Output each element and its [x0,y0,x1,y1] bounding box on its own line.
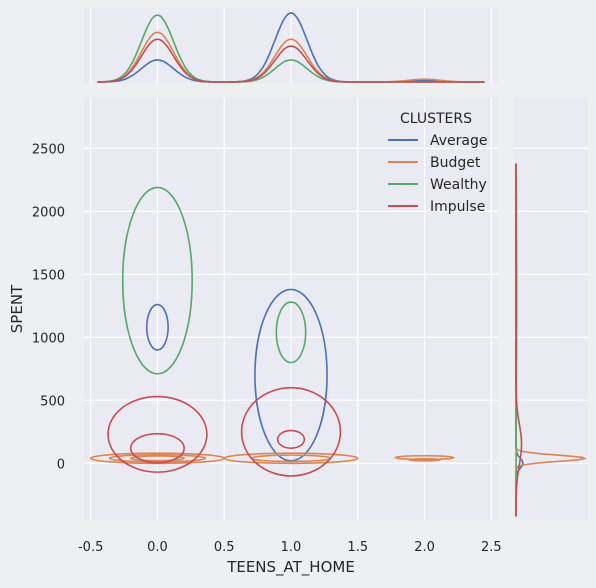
right-marginal-kde [515,163,587,517]
legend-label-budget: Budget [430,155,481,171]
y-tick-label: 0 [57,457,65,472]
legend-label-average: Average [430,133,488,149]
contour-impulse [107,395,208,473]
contour-impulse [240,386,342,477]
contour-budget [129,455,185,462]
legend-label-wealthy: Wealthy [430,177,487,193]
y-tick-label: 1500 [32,268,65,283]
legend-title: CLUSTERS [400,111,472,127]
contour-impulse [129,432,185,464]
marginal-x-average [97,12,485,83]
x-tick-label: -0.5 [78,540,103,555]
contour-wealthy [121,186,193,375]
x-tick-label: 1.0 [281,540,302,555]
top-marginal-kde [97,12,485,83]
marginal-x-impulse [97,38,485,83]
tick-labels: -0.5 0.0 0.5 1.0 1.5 2.0 2.5 0 500 1000 1500 2000 25… [32,142,502,555]
y-tick-label: 1000 [32,331,65,346]
legend-label-impulse: Impulse [430,199,485,215]
x-tick-label: 2.5 [481,540,502,555]
right-marginal-area [514,98,588,520]
contour-wealthy [275,301,307,364]
contour-budget [407,457,442,462]
legend: CLUSTERS Average Budget Wealthy Impulse [388,111,488,215]
x-tick-label: 1.5 [347,540,368,555]
marginal-y-impulse [515,163,523,517]
x-tick-label: 0.5 [214,540,235,555]
marginal-x-budget [97,31,485,83]
y-tick-label: 500 [40,394,65,409]
contour-impulse [276,429,306,449]
grid-lines [84,8,588,520]
x-tick-label: 2.0 [414,540,435,555]
y-tick-label: 2500 [32,142,65,157]
y-axis-label: SPENT [8,284,26,333]
contour-budget [108,453,207,463]
contour-average [145,303,169,351]
y-tick-label: 2000 [32,205,65,220]
x-tick-label: 0.0 [147,540,168,555]
kde-contours [89,186,455,477]
contour-budget [223,452,359,465]
x-axis-label: TEENS_AT_HOME [226,558,355,577]
